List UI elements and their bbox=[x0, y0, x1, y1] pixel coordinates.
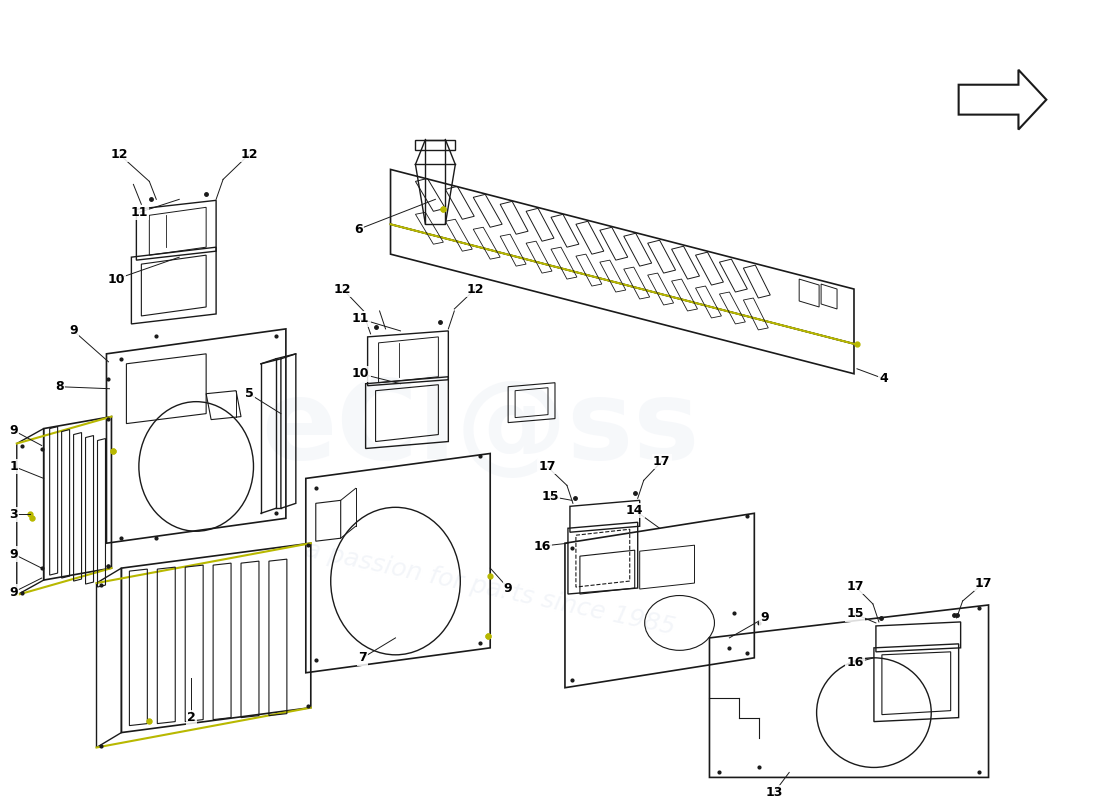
Text: 16: 16 bbox=[534, 540, 551, 553]
Text: 17: 17 bbox=[975, 577, 992, 590]
Text: 14: 14 bbox=[626, 504, 644, 517]
Text: 7: 7 bbox=[359, 651, 367, 664]
Text: 2: 2 bbox=[187, 711, 196, 724]
Text: 12: 12 bbox=[466, 282, 484, 295]
Text: 11: 11 bbox=[352, 313, 370, 326]
Text: 1: 1 bbox=[10, 460, 19, 473]
Text: 15: 15 bbox=[541, 490, 559, 503]
Text: 9: 9 bbox=[760, 611, 769, 625]
Text: 6: 6 bbox=[354, 222, 363, 236]
Text: 9: 9 bbox=[10, 424, 18, 437]
Text: 13: 13 bbox=[766, 786, 783, 799]
Text: 3: 3 bbox=[10, 508, 18, 521]
Text: a passion for parts since 1985: a passion for parts since 1985 bbox=[302, 537, 678, 639]
Text: 16: 16 bbox=[846, 656, 864, 670]
Text: 11: 11 bbox=[131, 206, 149, 218]
Text: 10: 10 bbox=[352, 367, 370, 380]
Text: 8: 8 bbox=[55, 380, 64, 394]
Text: 9: 9 bbox=[10, 586, 18, 598]
Text: eCl@ss: eCl@ss bbox=[261, 375, 700, 482]
Text: 5: 5 bbox=[244, 387, 253, 400]
Text: 9: 9 bbox=[69, 325, 78, 338]
Text: 4: 4 bbox=[880, 372, 889, 386]
Text: 12: 12 bbox=[334, 282, 351, 295]
Text: 17: 17 bbox=[846, 579, 864, 593]
Text: 10: 10 bbox=[108, 273, 125, 286]
Text: 17: 17 bbox=[538, 460, 556, 473]
Text: 17: 17 bbox=[653, 455, 670, 468]
Text: 9: 9 bbox=[504, 582, 513, 594]
Text: 12: 12 bbox=[111, 148, 129, 161]
Text: 12: 12 bbox=[240, 148, 257, 161]
Text: 9: 9 bbox=[10, 548, 18, 561]
Text: 15: 15 bbox=[846, 607, 864, 621]
